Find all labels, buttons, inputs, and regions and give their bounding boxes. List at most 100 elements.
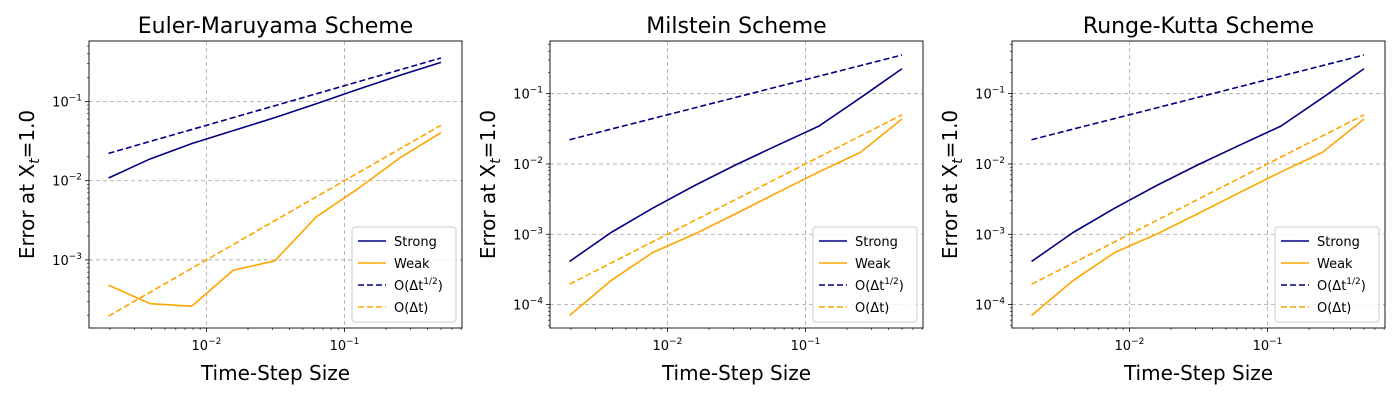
tick-base: 10 — [653, 339, 670, 354]
y-label-subscript: t — [27, 158, 43, 164]
legend-entry: O(Δt1/2) — [855, 277, 904, 294]
tick-base: 10 — [513, 299, 530, 314]
y-label-subscript: t — [488, 158, 504, 164]
series-line-order-half — [569, 54, 903, 141]
y-tick-label: 10−3 — [52, 252, 82, 269]
x-axis-label: Time-Step Size — [200, 361, 350, 385]
series-line-strong — [1031, 68, 1365, 263]
y-label-main: Error at X — [938, 164, 962, 260]
legend-entry: Weak — [394, 257, 430, 272]
legend-label: O(Δt) — [855, 301, 889, 316]
tick-exponent: −1 — [992, 86, 1005, 96]
legend-box — [1274, 226, 1380, 323]
tick-base: 10 — [975, 228, 992, 243]
legend-label: Strong — [1317, 235, 1360, 250]
tick-exponent: −2 — [992, 156, 1005, 166]
tick-base: 10 — [975, 88, 992, 103]
tick-exponent: −2 — [669, 337, 682, 347]
series-line-weak — [108, 131, 442, 308]
y-tick-label: 10−1 — [52, 93, 82, 110]
legend-entry: O(Δt) — [1317, 301, 1351, 316]
legend-entry: Strong — [394, 235, 437, 250]
legend-label-end: ) — [899, 279, 904, 294]
legend-entry: Strong — [855, 235, 898, 250]
legend-entry: O(Δt) — [855, 301, 889, 316]
y-label-suffix: =1.0 — [938, 110, 962, 159]
series-line-order-one — [569, 114, 903, 285]
legend-label: Strong — [855, 235, 898, 250]
legend-label: Weak — [855, 257, 891, 272]
legend-label-end: ) — [1361, 279, 1366, 294]
tick-base: 10 — [1253, 339, 1270, 354]
legend-entry: O(Δt1/2) — [394, 277, 443, 294]
tick-exponent: −1 — [807, 337, 820, 347]
legend-entry: O(Δt) — [394, 301, 428, 316]
y-tick-label: 10−2 — [52, 173, 82, 190]
legend-label: O(Δt — [855, 279, 884, 294]
tick-base: 10 — [513, 228, 530, 243]
y-tick-label: 10−3 — [513, 226, 543, 243]
y-tick-label: 10−4 — [975, 297, 1005, 314]
y-label-main: Error at X — [476, 164, 500, 260]
y-axis-label: Error at Xt=1.0 — [15, 110, 43, 259]
legend-label: Strong — [394, 235, 437, 250]
legend-label-superscript: 1/2 — [884, 277, 898, 287]
tick-exponent: −4 — [530, 297, 544, 307]
x-tick-label: 10−1 — [791, 337, 821, 354]
axes-frame — [549, 40, 924, 329]
legend-entry: Weak — [855, 257, 891, 272]
tick-exponent: −1 — [346, 337, 359, 347]
series-line-order-one — [1031, 114, 1365, 285]
series-group — [569, 54, 903, 317]
legend: Strong Weak O(Δt1/2) O(Δt) — [351, 226, 457, 323]
x-tick-label: 10−1 — [330, 337, 360, 354]
tick-base: 10 — [52, 95, 69, 110]
y-tick-label: 10−1 — [513, 86, 543, 103]
tick-exponent: −3 — [530, 226, 543, 236]
legend-label-superscript: 1/2 — [1346, 277, 1360, 287]
series-line-weak — [569, 118, 903, 317]
tick-base: 10 — [52, 254, 69, 269]
tick-exponent: −3 — [992, 226, 1005, 236]
minor-ticks — [548, 44, 923, 330]
legend-label: O(Δt) — [1317, 301, 1351, 316]
x-tick-label: 10−1 — [1253, 337, 1283, 354]
legend-entry: O(Δt1/2) — [1317, 277, 1366, 294]
legend-label: Weak — [394, 257, 430, 272]
y-tick-label: 10−2 — [975, 156, 1005, 173]
tick-exponent: −3 — [69, 252, 82, 262]
y-tick-label: 10−2 — [513, 156, 543, 173]
tick-base: 10 — [1115, 339, 1132, 354]
series-line-strong — [569, 68, 903, 263]
series-line-order-half — [1031, 54, 1365, 141]
tick-exponent: −2 — [69, 173, 82, 183]
y-label-suffix: =1.0 — [15, 110, 39, 159]
tick-exponent: −1 — [1269, 337, 1282, 347]
y-label-suffix: =1.0 — [476, 110, 500, 159]
tick-base: 10 — [330, 339, 347, 354]
tick-base: 10 — [52, 175, 69, 190]
y-axis-label: Error at Xt=1.0 — [938, 110, 966, 259]
series-line-weak — [1031, 118, 1365, 317]
tick-base: 10 — [791, 339, 808, 354]
legend-entry: Strong — [1317, 235, 1360, 250]
x-tick-label: 10−2 — [192, 337, 222, 354]
tick-exponent: −4 — [992, 297, 1006, 307]
tick-base: 10 — [975, 299, 992, 314]
y-tick-label: 10−4 — [513, 297, 543, 314]
legend-box — [351, 226, 457, 323]
tick-base: 10 — [975, 158, 992, 173]
series-line-order-half — [108, 57, 442, 155]
tick-base: 10 — [513, 158, 530, 173]
chart-title: Milstein Scheme — [646, 14, 826, 39]
x-axis-label: Time-Step Size — [1123, 361, 1273, 385]
axes-frame — [1011, 40, 1386, 329]
series-line-order-one — [108, 124, 442, 317]
y-tick-label: 10−1 — [975, 86, 1005, 103]
